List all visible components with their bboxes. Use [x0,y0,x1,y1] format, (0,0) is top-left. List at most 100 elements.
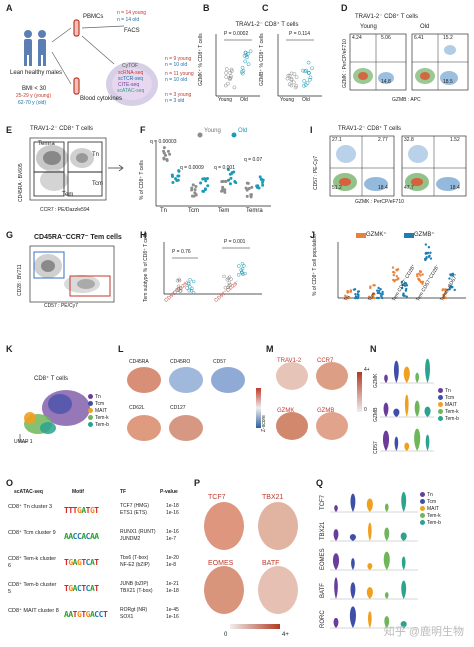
legend-swatch [88,422,93,428]
legend-label: Tcm [427,499,437,505]
dot-point [393,271,396,274]
m-gzmb: GZMB [317,408,335,414]
panel-label-f: F [140,125,146,135]
motif-tf: RORgt (NR) SOX1 [120,607,148,620]
violin-shape [415,372,419,383]
dot-point [173,290,177,294]
dot-point [242,263,246,268]
dot-point [441,288,444,292]
dot-point [392,273,395,277]
dot-point [292,72,297,76]
dot-point [258,175,262,179]
legend-swatch [88,401,93,407]
violin-shape [403,366,410,383]
dot-point [400,286,404,290]
dot-point [224,71,229,75]
panel-a-diagram [24,19,158,106]
panel-label-c: C [262,3,269,13]
motif-row-label: CD8⁺ MAIT cluster 8 [8,608,59,614]
legend-item: Tem-b [438,416,459,423]
gate-tn: Tn [92,152,100,158]
dot-point [373,293,376,296]
dot-point [415,273,419,276]
umap-feature-plot [258,502,298,550]
dot-point [302,83,306,88]
bmi-label: BMI < 30 [22,86,47,92]
dot-point [380,294,383,298]
panel-d-old: Old [420,24,430,30]
blood-cytokines-label: Blood cytokines [80,96,123,102]
dot-point [346,289,349,293]
dot-point [223,179,227,183]
dot-point [444,292,447,295]
panel-q-legend: Tn Tcm MAIT Tem-k Tem-b [420,492,441,527]
dot-point [443,288,447,291]
i-q-right-3: 47.7 [404,185,414,191]
legend-label: Tcm [445,395,455,401]
violin-shape [333,529,339,541]
dot-point [170,175,174,179]
violin-shape [401,580,407,599]
motif-logo: TGACTCAT [64,584,99,593]
dot-point [221,179,225,183]
motif-pvalue: 1e-21 1e-18 [166,581,179,594]
motif-row-label: CD8⁺ Tem-b cluster 5 [8,582,57,595]
n-row-gzmk: GZMK [373,373,379,388]
violin-shape [368,611,372,628]
panel-j-ylabel: % of CD8⁺ T cell population [312,234,318,296]
count-5: n = 3 young [165,92,192,98]
legend-item: Tem-b [420,520,441,527]
i-q-right-2: 1.52 [450,137,460,143]
dot-point [178,289,182,293]
assay-sctcr: scTCR-seq [118,76,144,82]
f-x-tem: Tem [218,208,230,214]
dot-point [243,59,248,64]
dot-point [418,270,422,273]
dot-point [229,69,234,74]
dot-point [426,251,430,255]
panel-label-k: K [6,344,13,354]
dot-point [343,296,347,300]
dot-point [168,152,172,156]
k-umap-x: UMAP 1 [14,439,33,445]
count-3: n = 11 young [165,71,194,77]
dot-point [177,174,181,178]
d-q-young-1: 4.24 [352,35,362,41]
dot-point [344,294,347,297]
f-x-tn: Tn [160,208,168,214]
panel-b-title: TRAV1-2⁻ CD8⁺ T cells [235,22,299,28]
dot-point [249,193,253,197]
count-4: n = 10 old [165,77,188,83]
legend-label: Tem-b [95,422,109,428]
dot-point [449,273,452,276]
panel-g-ylabel: CD28 : BV711 [17,264,23,296]
p-tbx21: TBX21 [262,494,284,501]
dot-point [203,177,207,181]
dot-point [232,85,237,90]
l-cd127: CD127 [170,405,186,411]
f-q2: q = 0.0009 [180,165,204,171]
motif-pvalue: 1e-16 1e-7 [166,529,179,542]
violin-shape [404,442,410,451]
violin-shape [334,505,338,512]
m-scale-max: 4+ [364,367,370,373]
dot-point [354,296,357,300]
violin-shape [384,527,390,541]
legend-swatch [88,415,93,421]
dot-point [204,179,208,183]
pbmc-n-old: n = 14 old [117,17,140,23]
dot-point [424,243,428,246]
dot-point [421,280,425,284]
legend-item: Tn [420,492,441,499]
dot-point [250,185,254,189]
dot-point [185,286,189,290]
dot-point [227,284,231,288]
f-x-tcm: Tcm [188,208,199,214]
p-scale-min: 0 [224,632,228,638]
dot-point [193,188,197,192]
dot-point [395,269,399,272]
dot-point [357,294,360,298]
dot-point [190,186,194,190]
legend-item: Tem-k [88,415,109,422]
dot-point [285,76,290,81]
